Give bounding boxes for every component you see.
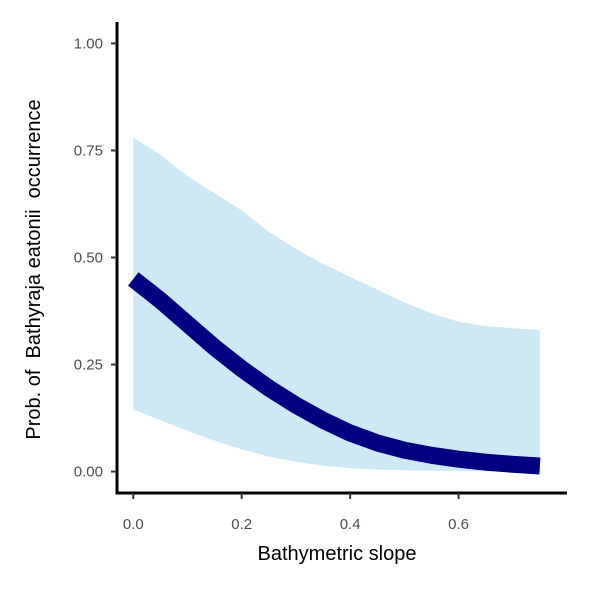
- x-axis-title: Bathymetric slope: [258, 543, 417, 565]
- y-tick-label: 0.00: [74, 464, 103, 481]
- confidence-ribbon-layer: [133, 137, 540, 472]
- x-tick-label: 0.2: [231, 516, 252, 533]
- y-tick-label: 1.00: [74, 35, 103, 52]
- y-axis-title: Prob. of Bathyraja eatonii occurrence: [23, 99, 45, 439]
- x-tick-label: 0.6: [448, 516, 469, 533]
- confidence-ribbon: [133, 137, 540, 472]
- y-tick-label: 0.50: [74, 250, 103, 267]
- y-tick-label: 0.75: [74, 142, 103, 159]
- x-tick-label: 0.4: [340, 516, 361, 533]
- ticks: 0.0 0.2 0.4 0.6 0.00 0.25 0.50 0.75 1.00: [74, 35, 469, 533]
- x-tick-label: 0.0: [123, 516, 144, 533]
- y-tick-label: 0.25: [74, 357, 103, 374]
- fit-line: [128, 272, 541, 475]
- fit-line-layer: [128, 272, 541, 475]
